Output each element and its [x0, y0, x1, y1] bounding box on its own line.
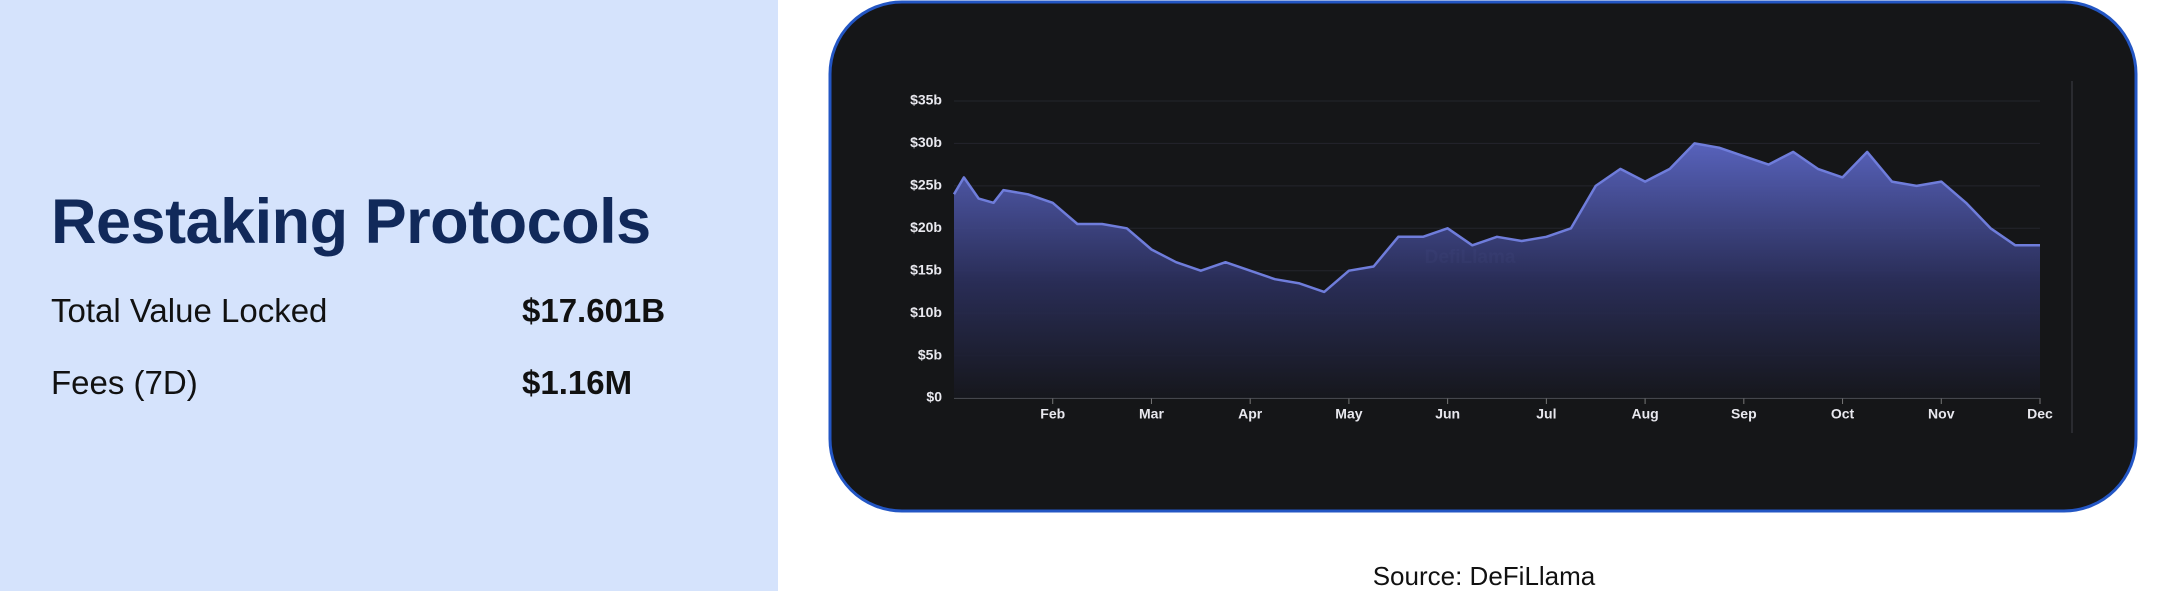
x-tick-label: Dec: [2027, 406, 2053, 422]
x-tick-label: Oct: [1831, 406, 1855, 422]
x-tick-label: Jul: [1536, 406, 1556, 422]
y-tick-label: $10b: [910, 304, 942, 320]
stat-value: $17.601B: [522, 292, 666, 329]
y-tick-label: $5b: [918, 346, 942, 362]
y-tick-label: $20b: [910, 219, 942, 235]
stat-value: $1.16M: [522, 364, 633, 401]
x-tick-label: May: [1335, 406, 1362, 422]
source-note: Source: DeFiLlama: [1373, 561, 1596, 591]
y-tick-label: $0: [926, 389, 942, 405]
info-panel: Restaking Protocols Total Value Locked $…: [0, 0, 778, 591]
x-tick-label: Aug: [1631, 406, 1658, 422]
x-tick-label: Apr: [1238, 406, 1263, 422]
x-tick-label: Jun: [1435, 406, 1460, 422]
x-tick-label: Feb: [1040, 406, 1065, 422]
y-tick-label: $15b: [910, 261, 942, 277]
series-line: [952, 142, 2040, 294]
stat-label: Total Value Locked: [51, 292, 328, 329]
chart: DefiLlama$0$5b$10b$15b$20b$25b$30b$35bFe…: [828, 0, 2138, 591]
y-tick-label: $35b: [910, 92, 942, 108]
x-tick-label: Sep: [1731, 406, 1757, 422]
y-tick-label: $30b: [910, 134, 942, 150]
title: Restaking Protocols: [51, 187, 651, 257]
y-tick-label: $25b: [910, 177, 942, 193]
area-fill: [954, 143, 2040, 398]
stat-label: Fees (7D): [51, 364, 198, 401]
x-tick-label: Nov: [1928, 406, 1955, 422]
x-tick-label: Mar: [1139, 406, 1164, 422]
